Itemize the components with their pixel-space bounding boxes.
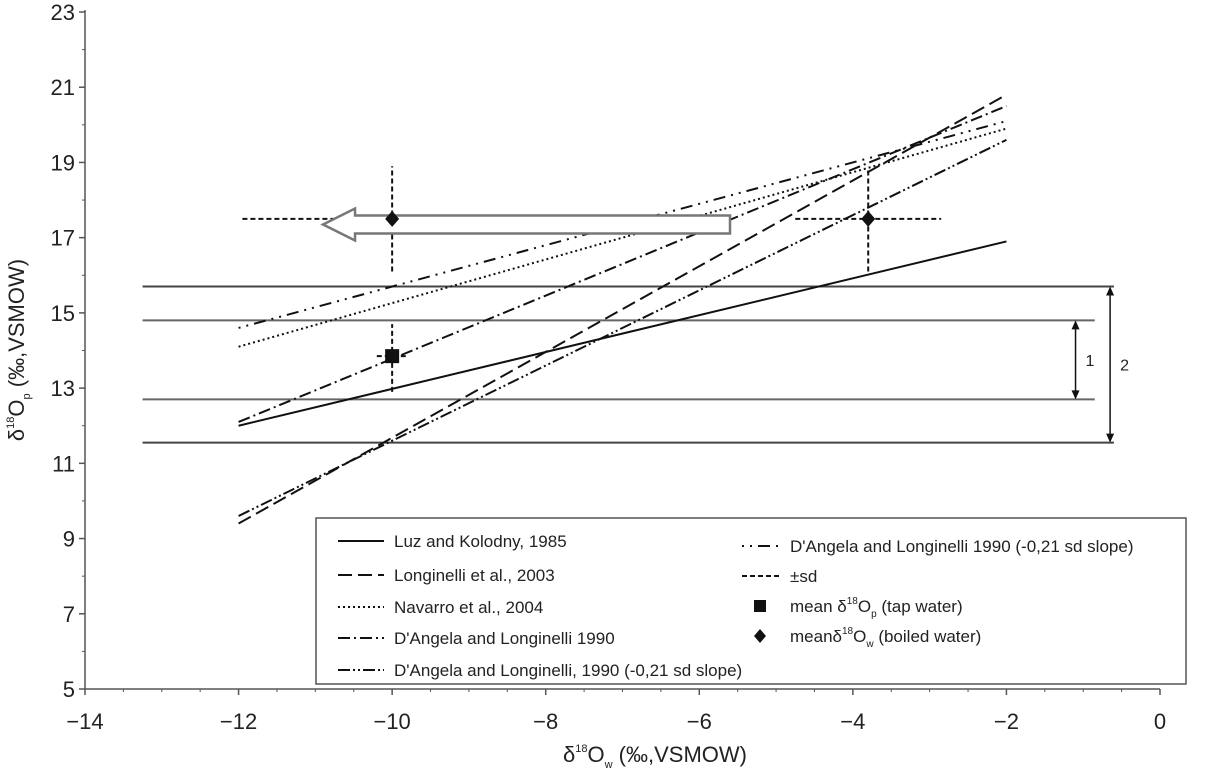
- series-line-dashdot: [238, 105, 1007, 423]
- x-tick-label: 0: [1154, 709, 1166, 734]
- x-tick-label: −2: [994, 709, 1019, 734]
- legend-item: meanδ18Ow (boiled water): [754, 626, 981, 650]
- band-arrow-head: [1071, 320, 1080, 330]
- band-arrow-head: [1106, 286, 1115, 296]
- band-arrow-head: [1106, 433, 1115, 443]
- band-1-arrow: 1: [1071, 320, 1095, 400]
- series-line-dash: [238, 93, 1007, 525]
- y-axis-title: δ18Op (‰,VSMOW): [4, 259, 33, 441]
- x-tick-label: −10: [373, 709, 410, 734]
- point-square: [385, 349, 400, 364]
- legend-label: Longinelli et al., 2003: [394, 566, 555, 585]
- x-tick-label: −8: [533, 709, 558, 734]
- shift-arrow: [320, 206, 732, 243]
- data-points: [385, 210, 876, 364]
- legend-item: D'Angela and Longinelli 1990: [338, 629, 615, 648]
- x-tick-label: −14: [66, 709, 103, 734]
- y-tick-label: 19: [51, 150, 75, 175]
- band-arrow-head: [1071, 390, 1080, 400]
- series-line-dashdotdot: [238, 138, 1007, 517]
- y-tick-labels: 5 7 9 11 13 15 17 19 21 23: [51, 0, 75, 702]
- series-lines: [238, 93, 1007, 525]
- legend-label: meanδ18Ow (boiled water): [790, 626, 981, 650]
- y-tick-label: 7: [63, 602, 75, 627]
- x-tick-label: −4: [840, 709, 865, 734]
- legend-label: mean δ18Op (tap water): [790, 596, 963, 620]
- y-tick-label: 17: [51, 226, 75, 251]
- y-tick-label: 23: [51, 0, 75, 25]
- legend-item: Longinelli et al., 2003: [338, 566, 555, 585]
- error-bars: [242, 166, 942, 392]
- legend-label: D'Angela and Longinelli, 1990 (-0,21 sd …: [394, 661, 742, 680]
- legend-label: D'Angela and Longinelli 1990: [394, 629, 615, 648]
- x-tick-labels: −14 −12 −10 −8 −6 −4 −2 0: [66, 709, 1166, 734]
- y-tick-label: 13: [51, 376, 75, 401]
- y-tick-label: 9: [63, 527, 75, 552]
- x-tick-label: −12: [220, 709, 257, 734]
- legend-diamond-symbol: [754, 629, 766, 643]
- point-diamond: [861, 210, 876, 227]
- legend-square-symbol: [754, 600, 766, 612]
- legend-label: ±sd: [790, 567, 817, 586]
- band-2-arrow: 2: [1106, 286, 1129, 443]
- legend-item: mean δ18Op (tap water): [754, 596, 963, 620]
- shift-arrow-shape: [320, 206, 732, 243]
- y-tick-label: 21: [51, 75, 75, 100]
- y-tick-label: 5: [63, 677, 75, 702]
- axes: [79, 10, 1161, 695]
- y-tick-label: 11: [52, 451, 75, 476]
- legend-item: ±sd: [742, 567, 817, 586]
- y-tick-label: 15: [51, 301, 75, 326]
- band-label: 2: [1120, 358, 1129, 375]
- series-line-solid: [238, 240, 1007, 427]
- band-label: 1: [1086, 353, 1095, 370]
- legend-item: Luz and Kolodny, 1985: [338, 532, 567, 551]
- legend-item: Navarro et al., 2004: [338, 598, 543, 617]
- legend-label: D'Angela and Longinelli 1990 (-0,21 sd s…: [790, 537, 1133, 556]
- legend-item: D'Angela and Longinelli 1990 (-0,21 sd s…: [742, 537, 1133, 556]
- legend-item: D'Angela and Longinelli, 1990 (-0,21 sd …: [338, 661, 742, 680]
- legend-label: Navarro et al., 2004: [394, 598, 543, 617]
- series-line-dot: [238, 127, 1007, 348]
- x-axis-title: δ18Ow (‰,VSMOW): [563, 742, 747, 771]
- legend: Luz and Kolodny, 1985 Longinelli et al., …: [315, 517, 1187, 685]
- point-diamond: [385, 210, 400, 227]
- x-tick-label: −6: [687, 709, 712, 734]
- legend-label: Luz and Kolodny, 1985: [394, 532, 567, 551]
